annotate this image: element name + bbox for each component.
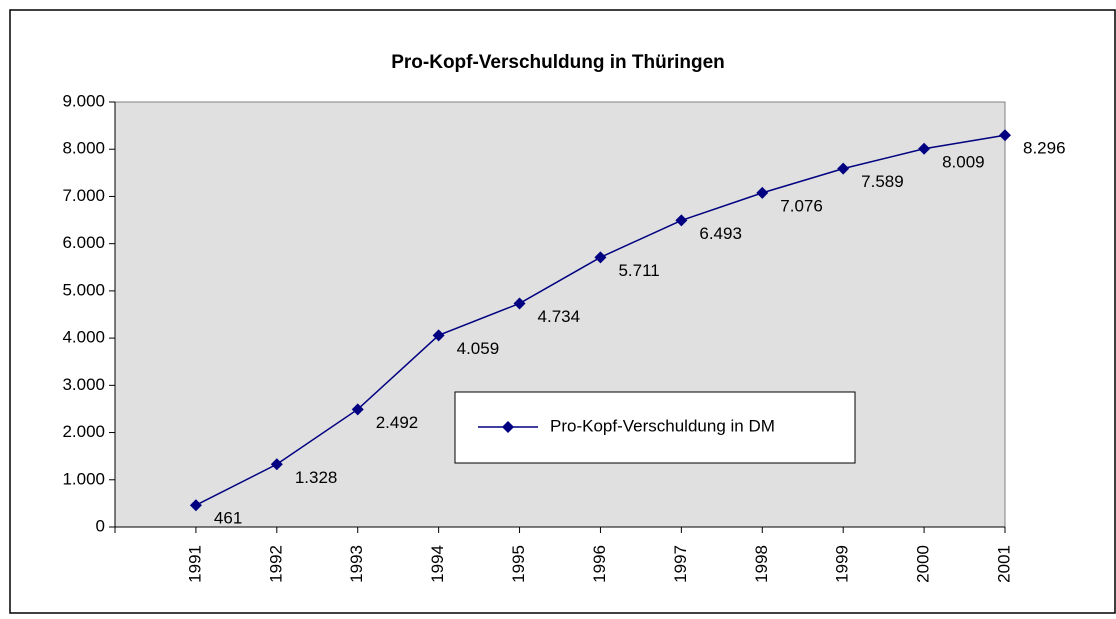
chart-title: Pro-Kopf-Verschuldung in Thüringen [391,52,725,73]
data-label: 6.493 [699,224,742,243]
y-tick-label: 4.000 [62,328,105,347]
x-tick-label: 1993 [347,545,366,583]
y-tick-label: 0 [96,516,105,535]
x-tick-label: 1995 [509,545,528,583]
y-tick-label: 8.000 [62,139,105,158]
data-label: 7.076 [780,196,823,215]
data-label: 8.009 [942,152,985,171]
legend-label: Pro-Kopf-Verschuldung in DM [550,416,775,435]
marker [675,214,688,227]
marker [432,329,445,342]
marker [837,162,850,175]
marker [270,458,283,471]
y-tick-label: 2.000 [62,422,105,441]
legend-marker [502,421,514,433]
data-label: 7.589 [861,172,904,191]
y-tick-label: 5.000 [62,280,105,299]
x-tick-label: 1996 [590,545,609,583]
marker [594,251,607,264]
marker [189,499,202,512]
marker [918,142,931,155]
x-tick-label: 1997 [671,545,690,583]
x-tick-label: 1994 [428,545,447,583]
x-tick-label: 2000 [914,545,933,583]
y-tick-label: 6.000 [62,233,105,252]
marker [756,186,769,199]
y-tick-label: 9.000 [62,91,105,110]
x-tick-label: 1991 [185,545,204,583]
x-tick-label: 2001 [994,545,1013,583]
data-label: 4.734 [538,307,581,326]
y-tick-label: 3.000 [62,375,105,394]
data-label: 4.059 [457,339,500,358]
x-tick-label: 1999 [833,545,852,583]
marker [513,297,526,310]
data-label: 461 [214,509,242,528]
data-label: 8.296 [1023,139,1066,158]
data-label: 2.492 [376,413,419,432]
marker [351,403,364,416]
x-tick-label: 1998 [752,545,771,583]
y-tick-label: 1.000 [62,469,105,488]
x-tick-label: 1992 [266,545,285,583]
y-tick-label: 7.000 [62,186,105,205]
data-label: 1.328 [295,468,338,487]
data-label: 5.711 [618,261,659,280]
marker [999,129,1011,142]
